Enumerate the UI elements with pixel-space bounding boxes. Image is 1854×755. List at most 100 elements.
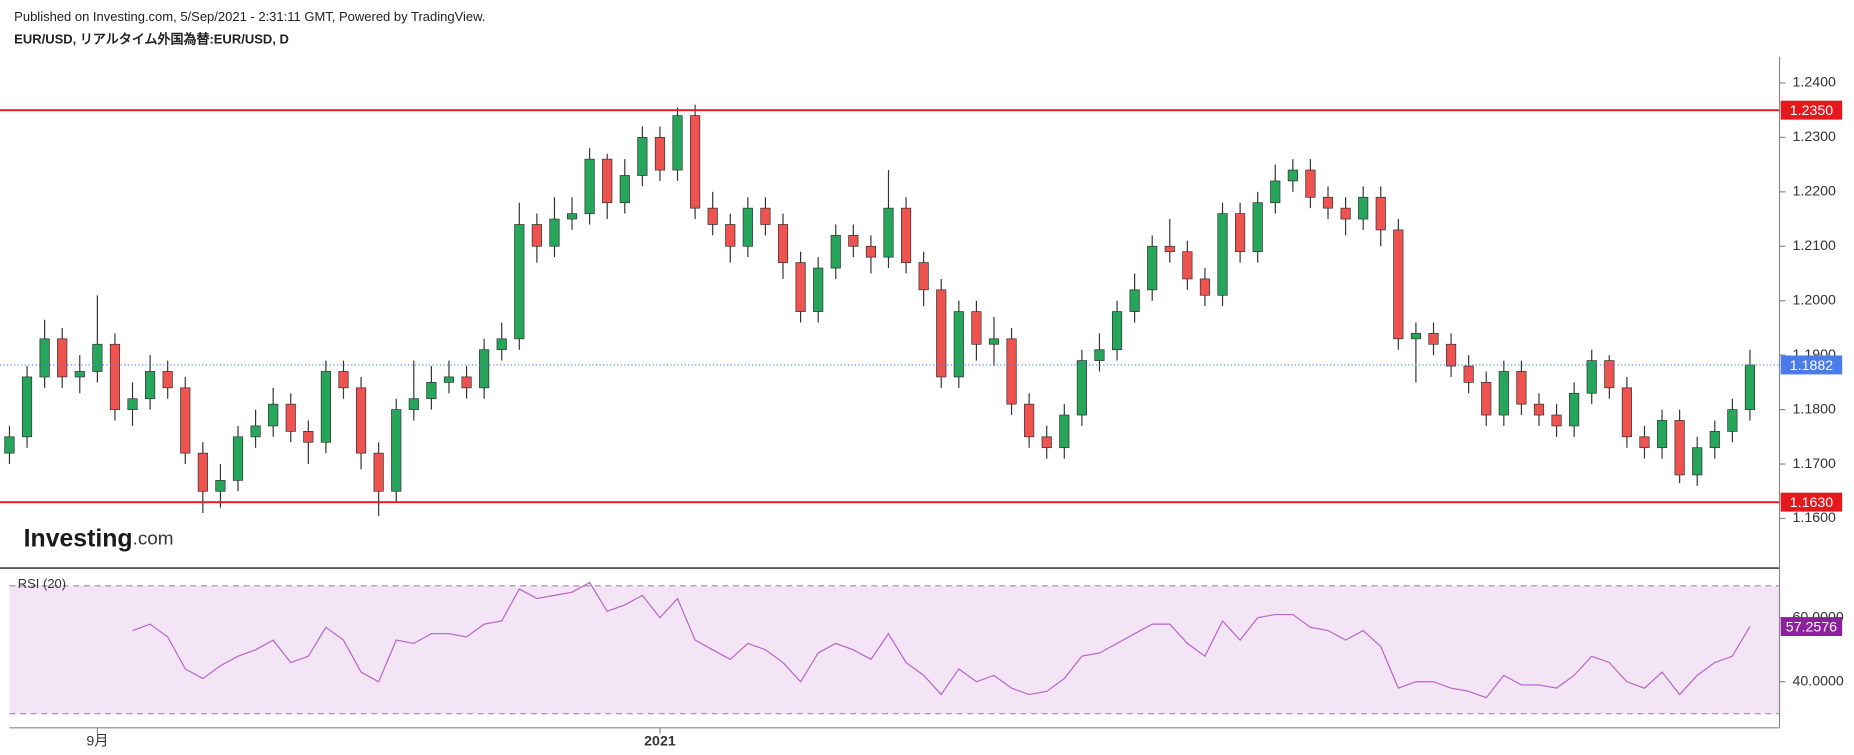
candle-body <box>1235 213 1246 253</box>
y-tick-label: 1.2000 <box>1793 292 1836 308</box>
candle-body <box>162 371 173 389</box>
y-tick-label: 1.2400 <box>1793 75 1836 91</box>
horizontal-line-label: 1.2350 <box>1790 103 1833 119</box>
candle-body <box>443 376 455 383</box>
candle-body <box>865 245 876 258</box>
candle-body <box>215 480 226 492</box>
candle-body <box>1727 409 1738 432</box>
candle-body <box>250 425 261 438</box>
candle-body <box>1024 403 1035 438</box>
candle-body <box>1129 289 1140 312</box>
candle-body <box>1656 420 1668 449</box>
candle-body <box>1094 349 1105 361</box>
logo-suffix: .com <box>133 529 174 550</box>
candle-body <box>1006 338 1017 405</box>
candle-body <box>1252 202 1263 253</box>
candle-body <box>1340 207 1351 220</box>
candle-body <box>566 213 578 220</box>
candle-body <box>531 224 542 247</box>
candle-body <box>584 158 595 214</box>
candle-body <box>232 436 244 481</box>
candle-body <box>777 224 789 263</box>
candle-body <box>127 398 138 410</box>
candle-body <box>1217 213 1228 296</box>
last-price-label-bg <box>1780 355 1843 375</box>
last-price-label: 1.1882 <box>1790 358 1833 374</box>
candle-body <box>268 403 279 427</box>
candle-body <box>92 343 103 372</box>
candle-body <box>285 403 296 432</box>
candle-body <box>1199 278 1211 296</box>
candle-body <box>672 115 683 171</box>
logo-name: Investing <box>24 525 133 552</box>
candle-body <box>1270 180 1281 204</box>
candle-body <box>795 262 806 312</box>
candle-body <box>900 207 912 263</box>
candle-body <box>1041 436 1052 449</box>
rsi-last-label: 57.2576 <box>1786 619 1837 635</box>
horizontal-line-label-bg <box>1780 492 1843 512</box>
candle-body <box>355 387 367 454</box>
candle-body <box>1674 420 1685 476</box>
candle-body <box>320 371 331 443</box>
candle-body <box>21 376 33 438</box>
candle-body <box>1076 360 1087 416</box>
candle-body <box>883 207 894 258</box>
y-tick-label: 1.2300 <box>1793 129 1836 145</box>
rsi-title: RSI (20) <box>18 576 66 591</box>
horizontal-line-label-bg <box>1780 100 1843 120</box>
candle-body <box>1481 382 1492 416</box>
candle-body <box>848 235 859 247</box>
candle-body <box>1322 196 1334 209</box>
y-tick-label: 1.1600 <box>1793 510 1836 526</box>
candle-body <box>1639 436 1650 449</box>
candle-body <box>74 371 85 378</box>
candle-body <box>109 343 121 410</box>
candle-body <box>496 338 507 351</box>
candle-body <box>1059 414 1070 449</box>
candle-body <box>39 338 50 378</box>
candle-body <box>619 175 630 204</box>
y-tick-label: 1.1800 <box>1793 401 1836 417</box>
candle-body <box>479 349 490 389</box>
candle-body <box>180 387 191 454</box>
y-tick-label: 1.1700 <box>1793 456 1836 472</box>
logo: Investing.com <box>24 525 174 552</box>
candle-body <box>936 289 947 378</box>
y-tick-label: 1.2100 <box>1793 238 1836 254</box>
candle-body <box>338 371 349 389</box>
price-panel: 1.16001.17001.18001.19001.20001.21001.22… <box>0 75 1843 526</box>
candle-body <box>549 218 560 247</box>
candle-body <box>602 158 613 204</box>
candle-body <box>813 267 824 312</box>
candle-body <box>1709 431 1720 449</box>
candle-body <box>707 207 718 225</box>
candle-body <box>971 311 982 345</box>
candle-body <box>1305 169 1316 198</box>
candle-body <box>637 137 648 176</box>
candle-body <box>1111 311 1123 351</box>
candle-body <box>373 452 384 492</box>
candle-body <box>303 431 314 443</box>
candle-body <box>1586 360 1597 394</box>
candle-body <box>918 262 929 291</box>
candle-body <box>1287 169 1298 182</box>
x-tick-label: 9月 <box>86 734 108 750</box>
candle-body <box>1744 364 1756 410</box>
candle-body <box>1164 245 1175 253</box>
candle-body <box>1533 403 1545 416</box>
candle-body <box>1182 251 1193 280</box>
candle-body <box>1375 196 1386 231</box>
candle-body <box>1569 392 1580 427</box>
candle-body <box>725 224 736 247</box>
rsi-band <box>9 585 1780 714</box>
candle-body <box>1147 245 1158 291</box>
candle-body <box>1621 387 1632 438</box>
candle-body <box>1393 229 1404 340</box>
candle-body <box>145 371 156 400</box>
x-tick-label: 2021 <box>644 734 676 750</box>
candle-body <box>1445 343 1457 367</box>
rsi-last-label-bg <box>1780 617 1843 637</box>
candle-body <box>830 235 841 269</box>
